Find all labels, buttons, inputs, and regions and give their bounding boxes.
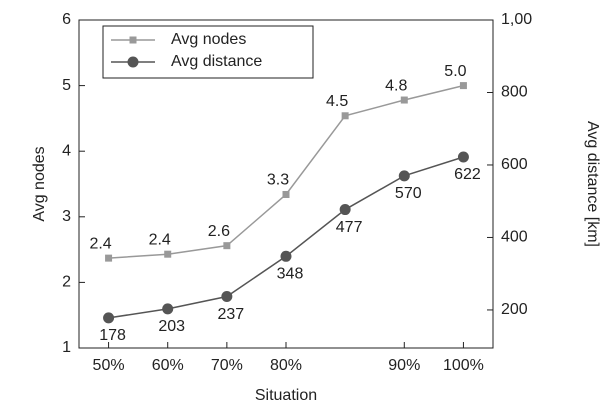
marker bbox=[400, 96, 408, 104]
marker bbox=[223, 242, 231, 250]
marker bbox=[457, 151, 469, 163]
data-label: 2.6 bbox=[208, 223, 230, 240]
data-label: 4.5 bbox=[326, 93, 348, 110]
marker bbox=[459, 82, 467, 90]
x-tick-label: 60% bbox=[152, 357, 184, 374]
legend-box bbox=[102, 25, 314, 79]
y-tick-label: 6 bbox=[62, 11, 71, 28]
data-label: 2.4 bbox=[149, 231, 171, 248]
data-label: 237 bbox=[218, 306, 245, 323]
legend-marker bbox=[127, 56, 139, 68]
marker bbox=[162, 303, 174, 315]
y2-tick-label: 800 bbox=[501, 84, 528, 101]
y-tick-label: 1 bbox=[62, 339, 71, 356]
data-label: 570 bbox=[395, 185, 422, 202]
legend-label: Avg distance bbox=[171, 53, 262, 70]
legend-label: Avg nodes bbox=[171, 31, 246, 48]
marker bbox=[341, 112, 349, 120]
y2-tick-label: 1,00 bbox=[501, 11, 532, 28]
x-tick-label: 50% bbox=[93, 357, 125, 374]
y-tick-label: 3 bbox=[62, 208, 71, 225]
data-label: 178 bbox=[99, 327, 126, 344]
marker bbox=[103, 312, 115, 324]
data-label: 4.8 bbox=[385, 77, 407, 94]
data-label: 3.3 bbox=[267, 172, 289, 189]
y2-axis-label: Avg distance [km] bbox=[584, 121, 601, 247]
y2-tick-label: 400 bbox=[501, 229, 528, 246]
marker bbox=[280, 250, 292, 262]
marker bbox=[282, 190, 290, 198]
y2-tick-label: 200 bbox=[501, 301, 528, 318]
marker bbox=[398, 170, 410, 182]
x-axis-label: Situation bbox=[255, 387, 317, 404]
marker bbox=[105, 254, 113, 262]
marker bbox=[164, 250, 172, 258]
marker bbox=[221, 291, 233, 303]
x-tick-label: 80% bbox=[270, 357, 302, 374]
y2-tick-label: 600 bbox=[501, 156, 528, 173]
y-tick-label: 4 bbox=[62, 142, 71, 159]
y-tick-label: 2 bbox=[62, 274, 71, 291]
data-label: 477 bbox=[336, 219, 363, 236]
data-label: 2.4 bbox=[89, 235, 111, 252]
x-tick-label: 70% bbox=[211, 357, 243, 374]
data-label: 5.0 bbox=[444, 63, 466, 80]
y-tick-label: 5 bbox=[62, 77, 71, 94]
x-tick-label: 90% bbox=[388, 357, 420, 374]
data-label: 348 bbox=[277, 266, 304, 283]
x-tick-label: 100% bbox=[443, 357, 484, 374]
data-label: 622 bbox=[454, 166, 481, 183]
data-label: 203 bbox=[158, 318, 185, 335]
y-axis-label: Avg nodes bbox=[31, 146, 48, 221]
marker bbox=[339, 204, 351, 216]
legend-marker bbox=[129, 36, 137, 44]
